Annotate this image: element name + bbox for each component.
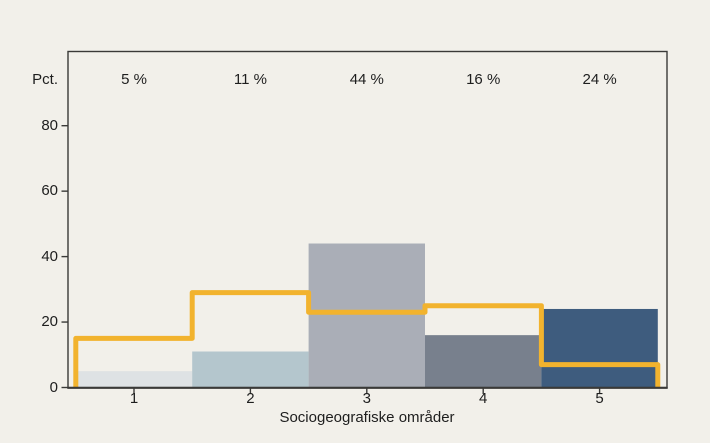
x-tick-label-3: 3 [362,390,371,407]
bar-area-1 [75,371,193,388]
y-axis-unit-label: Pct. [32,71,58,88]
y-tick-label-80: 80 [41,116,58,134]
x-axis-title: Sociogeografiske områder [279,409,455,426]
bar-percент-label-5: 24 % [582,71,617,88]
x-tick-label-5: 5 [595,390,604,407]
bar-area-4 [425,335,542,388]
y-tick-label-40: 40 [41,247,58,265]
bar-area-5 [541,308,658,388]
x-tick-label-1: 1 [129,390,139,407]
y-tick-label-20: 20 [41,313,58,331]
bar-area-3 [308,243,425,388]
bar-percент-label-3: 44 % [349,71,384,88]
bar-percент-label-4: 16 % [466,71,501,88]
bar-area-2 [192,351,309,388]
y-tick-label-0: 0 [49,378,58,396]
x-tick-label-2: 2 [246,390,255,407]
bar-percент-label-1: 5 % [121,71,147,88]
reference-step-line [73,290,661,388]
x-tick-label-4: 4 [479,390,488,407]
y-tick-label-60: 60 [41,182,58,200]
bar-percент-label-2: 11 % [233,71,267,88]
